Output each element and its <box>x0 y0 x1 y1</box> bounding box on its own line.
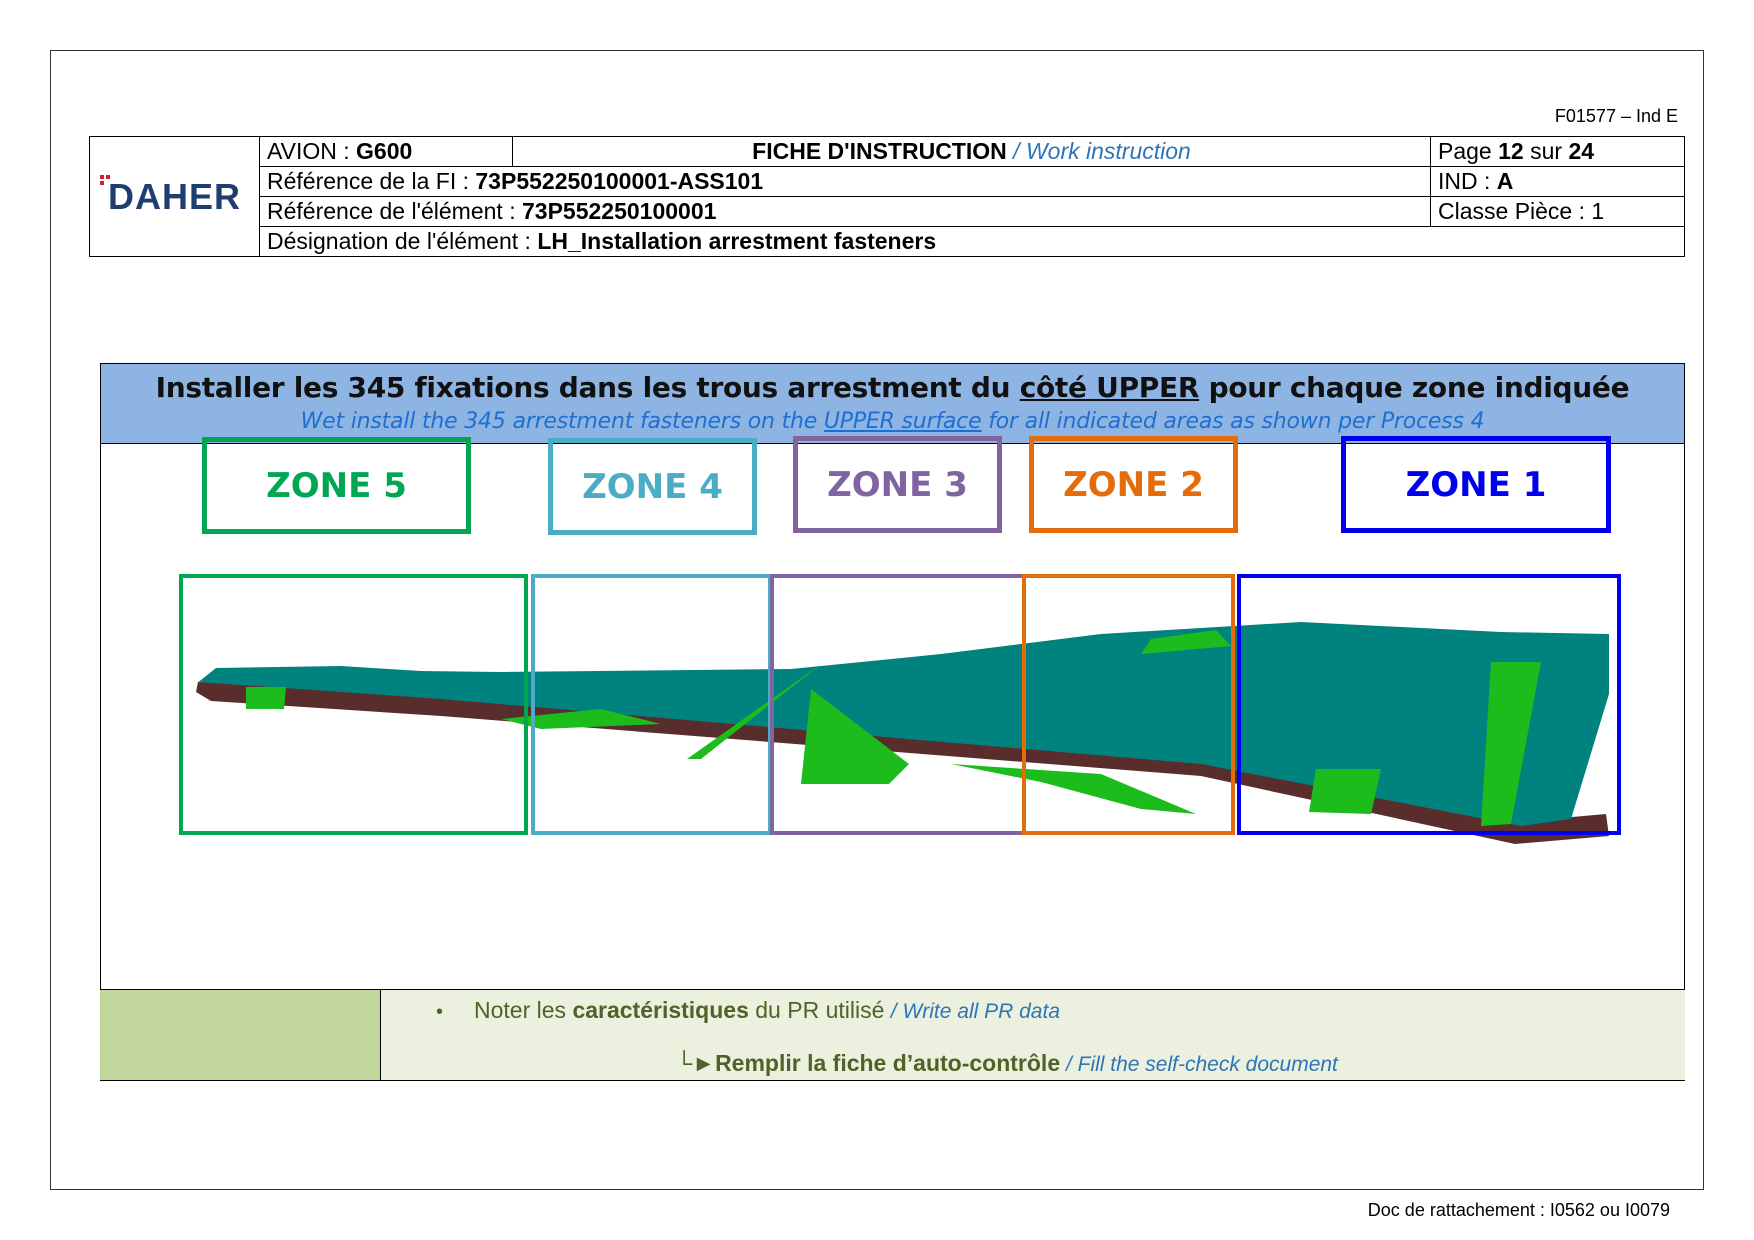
zone-label-1: ZONE 1 <box>1341 436 1611 533</box>
wing-patch <box>951 764 1196 814</box>
ind-cell: IND : A <box>1430 166 1685 197</box>
notes-content-cell: • Noter les caractéristiques du PR utilis… <box>381 990 1685 1080</box>
avion-cell: AVION : G600 <box>259 136 513 167</box>
instruction-banner: Installer les 345 fixations dans les tro… <box>101 364 1684 444</box>
wing-patch <box>687 664 821 759</box>
page-cell: Page 12 sur 24 <box>1430 136 1685 167</box>
wing-surface <box>196 622 1609 826</box>
zone-label-4: ZONE 4 <box>548 438 757 535</box>
wing-patch <box>1481 662 1541 826</box>
designation-value: LH_Installation arrestment fasteners <box>537 228 937 254</box>
instruction-title-en: Wet install the 345 arrestment fasteners… <box>300 409 1485 434</box>
zone-area-4 <box>531 574 772 835</box>
instruction-box: Installer les 345 fixations dans les tro… <box>100 363 1685 1081</box>
instruction-title-fr: Installer les 345 fixations dans les tro… <box>155 371 1630 404</box>
daher-logo: DAHER <box>99 174 241 218</box>
zone-area-2 <box>1022 574 1235 835</box>
ref-fi-cell: Référence de la FI : 73P552250100001-ASS… <box>259 166 1431 197</box>
wing-patch <box>501 709 661 729</box>
wing-patch <box>1309 769 1381 814</box>
fiche-title: FICHE D'INSTRUCTION <box>752 138 1007 164</box>
ref-elem-value: 73P552250100001 <box>521 198 717 224</box>
ref-elem-cell: Référence de l'élément : 73P552250100001 <box>259 196 1431 227</box>
zone-label-2: ZONE 2 <box>1029 436 1238 533</box>
zone-area-1 <box>1237 574 1621 835</box>
fiche-title-cell: FICHE D'INSTRUCTION / Work instruction <box>512 136 1431 167</box>
logo-cell: DAHER <box>89 136 260 257</box>
classe-cell: Classe Pièce : 1 <box>1430 196 1685 227</box>
zone-area-3 <box>770 574 1026 835</box>
logo-text: DAHER <box>107 175 241 217</box>
footer-reference: Doc de rattachement : I0562 ou I0079 <box>1367 1200 1670 1220</box>
arrow-icon: └► <box>676 1050 716 1076</box>
form-code: F01577 – Ind E <box>1554 106 1678 126</box>
page-frame <box>50 50 1704 1190</box>
zone-label-5: ZONE 5 <box>202 437 471 534</box>
notes-row: • Noter les caractéristiques du PR utilis… <box>100 989 1685 1080</box>
note-pr-data: • Noter les caractéristiques du PR utilis… <box>436 997 1061 1023</box>
zone-label-3: ZONE 3 <box>793 436 1002 533</box>
wing-patch <box>246 687 286 709</box>
wing-patch <box>801 689 909 784</box>
header-table: DAHER AVION : G600 FICHE D'INSTRUCTION /… <box>89 136 1685 257</box>
zone-area-5 <box>179 574 528 835</box>
note-self-check: └►Remplir la fiche d’auto-contrôle / Fil… <box>676 1050 1338 1076</box>
notes-label-cell <box>100 990 381 1080</box>
avion-value: G600 <box>356 138 413 164</box>
designation-cell: Désignation de l'élément : LH_Installati… <box>259 226 1685 257</box>
ref-fi-value: 73P552250100001-ASS101 <box>475 168 764 194</box>
wing-illustration <box>196 622 1609 844</box>
logo-dots-icon <box>99 174 114 189</box>
bullet-icon: • <box>436 1001 444 1023</box>
wing-patch <box>1141 630 1231 654</box>
fiche-title-en: / Work instruction <box>1006 138 1191 164</box>
